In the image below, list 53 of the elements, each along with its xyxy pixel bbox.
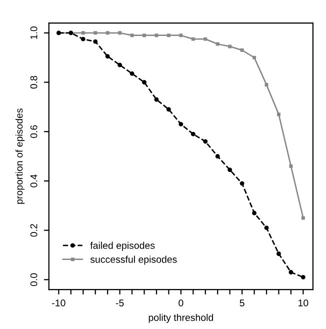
point [118, 31, 122, 35]
point [288, 270, 294, 274]
point [166, 107, 171, 112]
point [179, 34, 183, 38]
point [130, 71, 134, 76]
y-tick-label: 0.4 [30, 174, 38, 188]
y-tick-label: 0.8 [30, 76, 38, 89]
point [81, 31, 85, 35]
point [276, 252, 281, 256]
point [264, 226, 269, 230]
point [300, 274, 306, 280]
point [252, 210, 257, 216]
point [240, 48, 244, 52]
point [190, 132, 196, 136]
x-tick-label: 10 [298, 300, 308, 306]
point [264, 82, 268, 86]
point [154, 34, 158, 38]
point [240, 181, 244, 186]
point [94, 31, 98, 35]
point [105, 54, 110, 59]
point [289, 164, 293, 168]
point [118, 62, 122, 68]
legend-label: failed episodes [90, 242, 155, 251]
point [106, 31, 110, 35]
point [276, 112, 280, 116]
point [178, 122, 184, 126]
point [216, 42, 220, 46]
y-tick-label: 0.6 [30, 125, 38, 138]
point [204, 37, 208, 41]
x-tick-label: -5 [116, 300, 124, 306]
point [191, 37, 195, 41]
y-tick-label: 0.2 [30, 224, 38, 237]
x-tick-label: 0 [178, 300, 184, 306]
y-axis-title: proportion of episodes [15, 108, 25, 204]
point [80, 36, 86, 42]
point [166, 34, 170, 38]
x-tick-label: -10 [52, 300, 66, 306]
y-tick-label: 1.0 [30, 26, 38, 39]
point [228, 168, 232, 172]
point [301, 216, 305, 220]
point [154, 97, 159, 102]
y-tick-label: 0.0 [30, 273, 38, 286]
x-tick-label: 5 [240, 300, 244, 306]
point [203, 139, 208, 144]
point [252, 56, 256, 60]
legend-label: successful episodes [90, 256, 177, 265]
point [228, 44, 232, 48]
point [93, 39, 98, 44]
point [142, 80, 146, 84]
point [215, 154, 220, 158]
x-axis-title: polity threshold [148, 314, 213, 323]
point [142, 34, 146, 38]
point [130, 34, 134, 38]
